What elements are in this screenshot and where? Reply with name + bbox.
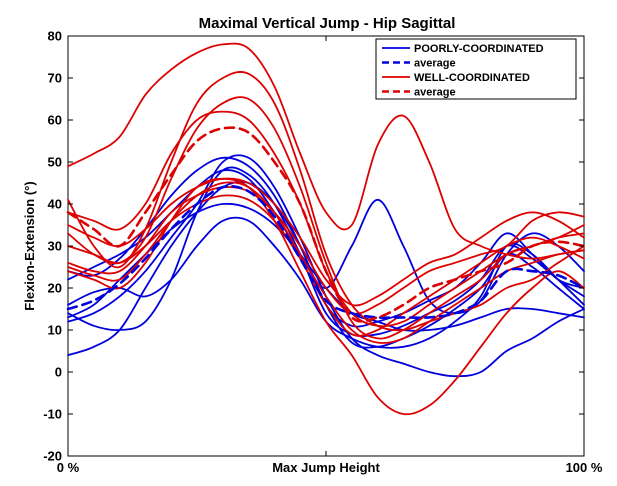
- legend-entries: POORLY-COORDINATED average WELL-COORDINATE…: [382, 43, 544, 99]
- series-line-well-2: [67, 71, 585, 332]
- y-tick-label: 60: [48, 113, 62, 128]
- series-line-poorly-average: [66, 184, 586, 320]
- chart-title: Maximal Vertical Jump - Hip Sagittal: [199, 15, 456, 32]
- legend-label: WELL-COORDINATED: [414, 72, 530, 84]
- y-tick-label: -20: [43, 449, 62, 464]
- y-tick-label: 70: [48, 71, 62, 86]
- y-axis-label: Flexion-Extension (°): [22, 181, 37, 310]
- series-layer: [66, 42, 586, 416]
- series-line-well-average: [66, 126, 586, 323]
- legend-label: average: [414, 87, 456, 99]
- y-tick-label: 40: [48, 197, 62, 212]
- y-tick-label: 10: [48, 323, 62, 338]
- x-tick-label: 100 %: [566, 460, 603, 475]
- series-line-poorly-2: [67, 166, 585, 338]
- series-line-well-5: [67, 181, 585, 344]
- y-axis: -20 -10 0 10 20 30 40 50 60 70 80: [43, 29, 584, 464]
- legend-label: average: [414, 58, 456, 70]
- legend-box: [375, 38, 577, 100]
- x-tick-label: 0 %: [57, 460, 80, 475]
- y-tick-label: 0: [55, 365, 62, 380]
- legend-label: POORLY-COORDINATED: [414, 43, 544, 55]
- series-line-well-9: [67, 177, 585, 307]
- y-tick-label: -10: [43, 407, 62, 422]
- y-tick-label: 30: [48, 239, 62, 254]
- legend: POORLY-COORDINATED average WELL-COORDINATE…: [375, 38, 577, 100]
- series-line-well-8: [67, 186, 585, 315]
- y-tick-label: 20: [48, 281, 62, 296]
- plot-area: -20 -10 0 10 20 30 40 50 60 70 80 0 % Max Jump Heig…: [43, 29, 603, 476]
- y-tick-label: 50: [48, 155, 62, 170]
- x-axis: 0 % Max Jump Height 100 %: [57, 36, 603, 475]
- x-tick-label: Max Jump Height: [272, 460, 380, 475]
- y-tick-label: 80: [48, 29, 62, 44]
